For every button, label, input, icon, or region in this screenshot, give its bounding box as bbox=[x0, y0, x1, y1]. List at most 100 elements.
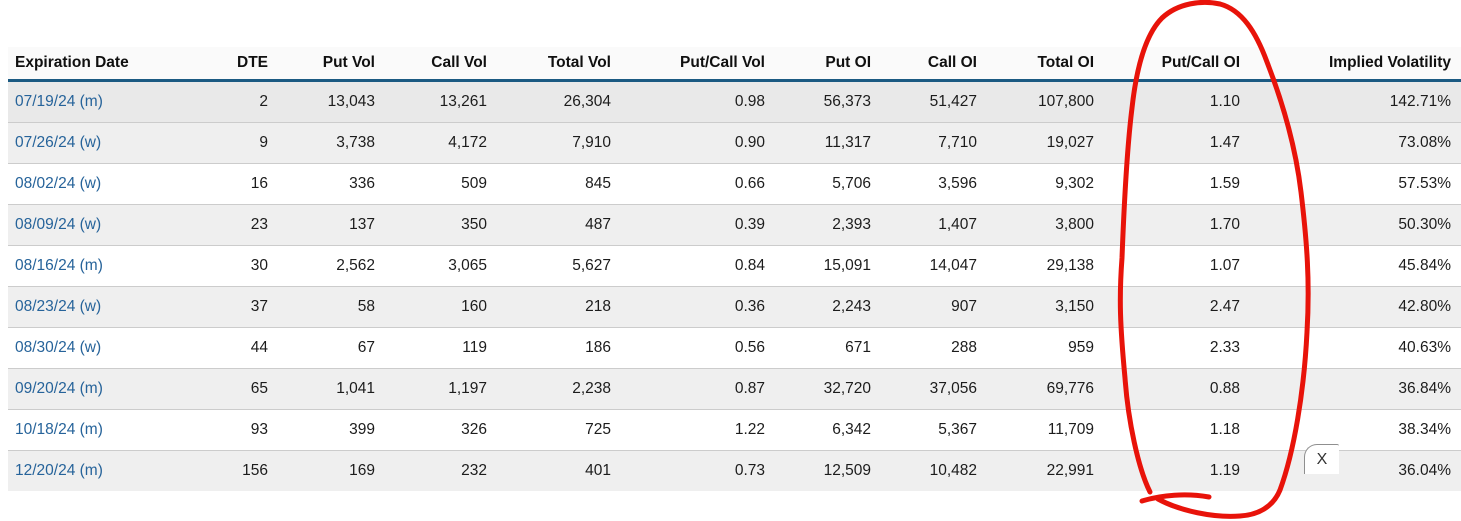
cell-total_oi: 11,709 bbox=[987, 409, 1104, 451]
cell-put_call_oi: 1.59 bbox=[1104, 163, 1250, 205]
column-header-put_call_oi[interactable]: Put/Call OI bbox=[1104, 47, 1250, 82]
cell-put_call_vol: 0.84 bbox=[621, 245, 775, 287]
red-circle-tail bbox=[1139, 492, 1212, 504]
cell-put_vol: 3,738 bbox=[278, 122, 385, 164]
column-header-call_vol[interactable]: Call Vol bbox=[385, 47, 497, 82]
cell-call_oi: 1,407 bbox=[881, 204, 987, 246]
column-header-dte[interactable]: DTE bbox=[178, 47, 278, 82]
cell-total_oi: 9,302 bbox=[987, 163, 1104, 205]
cell-implied_volatility: 36.04% bbox=[1250, 450, 1461, 491]
table-row: 12/20/24 (m) 156 169 232 401 0.73 12,509 10,482… bbox=[8, 450, 1461, 491]
cell-put_call_vol: 0.36 bbox=[621, 286, 775, 328]
cell-put_call_oi: 1.47 bbox=[1104, 122, 1250, 164]
expiration-date-link[interactable]: 08/02/24 (w) bbox=[15, 175, 102, 192]
cell-put_call_oi: 2.33 bbox=[1104, 327, 1250, 369]
cell-put_call_oi: 0.88 bbox=[1104, 368, 1250, 410]
table-body: 07/19/24 (m) 2 13,043 13,261 26,304 0.98 56,37… bbox=[8, 80, 1461, 491]
column-header-expiration[interactable]: Expiration Date bbox=[8, 47, 178, 82]
cell-expiration: 07/19/24 (m) bbox=[8, 81, 178, 123]
cell-call_vol: 232 bbox=[385, 450, 497, 491]
cell-call_vol: 119 bbox=[385, 327, 497, 369]
cell-total_oi: 959 bbox=[987, 327, 1104, 369]
column-header-put_call_vol[interactable]: Put/Call Vol bbox=[621, 47, 775, 82]
cell-expiration: 08/02/24 (w) bbox=[8, 163, 178, 205]
cell-expiration: 07/26/24 (w) bbox=[8, 122, 178, 164]
expiration-date-link[interactable]: 08/30/24 (w) bbox=[15, 339, 102, 356]
table-row: 08/23/24 (w) 37 58 160 218 0.36 2,243 907 3,150 2… bbox=[8, 286, 1461, 328]
cell-dte: 16 bbox=[178, 163, 278, 205]
table-row: 07/19/24 (m) 2 13,043 13,261 26,304 0.98 56,37… bbox=[8, 80, 1461, 123]
cell-put_oi: 15,091 bbox=[775, 245, 881, 287]
expiration-date-link[interactable]: 09/20/24 (m) bbox=[15, 380, 103, 397]
cell-implied_volatility: 50.30% bbox=[1250, 204, 1461, 246]
cell-call_vol: 350 bbox=[385, 204, 497, 246]
cell-put_oi: 2,393 bbox=[775, 204, 881, 246]
cell-call_oi: 7,710 bbox=[881, 122, 987, 164]
cell-put_oi: 5,706 bbox=[775, 163, 881, 205]
column-header-put_oi[interactable]: Put OI bbox=[775, 47, 881, 82]
cell-dte: 23 bbox=[178, 204, 278, 246]
cell-call_oi: 3,596 bbox=[881, 163, 987, 205]
column-header-call_oi[interactable]: Call OI bbox=[881, 47, 987, 82]
table-row: 09/20/24 (m) 65 1,041 1,197 2,238 0.87 32,720 3… bbox=[8, 368, 1461, 410]
cell-put_vol: 336 bbox=[278, 163, 385, 205]
column-header-implied_volatility[interactable]: Implied Volatility bbox=[1250, 47, 1461, 82]
cell-put_oi: 56,373 bbox=[823, 93, 871, 110]
cell-put_call_oi: 2.47 bbox=[1104, 286, 1250, 328]
cell-put_call_oi: 1.10 bbox=[1209, 93, 1240, 110]
cell-implied_volatility: 73.08% bbox=[1250, 122, 1461, 164]
cell-dte: 37 bbox=[178, 286, 278, 328]
cell-dte: 44 bbox=[178, 327, 278, 369]
cell-put_vol: 2,562 bbox=[278, 245, 385, 287]
cell-put_call_vol: 0.87 bbox=[621, 368, 775, 410]
cell-put_vol: 13,043 bbox=[327, 93, 375, 110]
cell-put_call_vol: 0.90 bbox=[621, 122, 775, 164]
cell-total_vol: 725 bbox=[497, 409, 621, 451]
cell-call_vol: 326 bbox=[385, 409, 497, 451]
cell-expiration: 10/18/24 (m) bbox=[8, 409, 178, 451]
cell-total_oi: 19,027 bbox=[987, 122, 1104, 164]
cell-total_oi: 29,138 bbox=[987, 245, 1104, 287]
cell-expiration: 09/20/24 (m) bbox=[8, 368, 178, 410]
cell-expiration: 08/16/24 (m) bbox=[8, 245, 178, 287]
expiration-date-link[interactable]: 07/19/24 (m) bbox=[15, 93, 103, 110]
expiration-date-link[interactable]: 08/16/24 (m) bbox=[15, 257, 103, 274]
cell-put_call_oi: 1.19 bbox=[1104, 450, 1250, 491]
expiration-date-link[interactable]: 08/23/24 (w) bbox=[15, 298, 102, 315]
cell-expiration: 12/20/24 (m) bbox=[8, 450, 178, 491]
cell-implied_volatility: 40.63% bbox=[1250, 327, 1461, 369]
cell-call_vol: 4,172 bbox=[385, 122, 497, 164]
tooltip-close-button[interactable]: X bbox=[1304, 444, 1339, 474]
cell-total_vol: 401 bbox=[497, 450, 621, 491]
table-row: 08/30/24 (w) 44 67 119 186 0.56 671 288 959 2.33 4… bbox=[8, 327, 1461, 369]
cell-total_oi: 22,991 bbox=[987, 450, 1104, 491]
cell-put_vol: 399 bbox=[278, 409, 385, 451]
cell-put_vol: 137 bbox=[278, 204, 385, 246]
column-header-total_vol[interactable]: Total Vol bbox=[497, 47, 621, 82]
expiration-date-link[interactable]: 08/09/24 (w) bbox=[15, 216, 102, 233]
column-header-put_vol[interactable]: Put Vol bbox=[278, 47, 385, 82]
cell-put_call_oi: 1.70 bbox=[1104, 204, 1250, 246]
cell-dte: 9 bbox=[178, 122, 278, 164]
expiration-date-link[interactable]: 10/18/24 (m) bbox=[15, 421, 103, 438]
cell-call_vol: 3,065 bbox=[385, 245, 497, 287]
cell-put_call_vol: 0.98 bbox=[734, 93, 765, 110]
cell-call_oi: 14,047 bbox=[881, 245, 987, 287]
expiration-date-link[interactable]: 07/26/24 (w) bbox=[15, 134, 102, 151]
table-row: 08/02/24 (w) 16 336 509 845 0.66 5,706 3,596 9,3… bbox=[8, 163, 1461, 205]
cell-put_call_vol: 0.66 bbox=[621, 163, 775, 205]
cell-put_vol: 58 bbox=[278, 286, 385, 328]
expiration-date-link[interactable]: 12/20/24 (m) bbox=[15, 462, 103, 479]
table-row: 08/16/24 (m) 30 2,562 3,065 5,627 0.84 15,091 1… bbox=[8, 245, 1461, 287]
cell-call_oi: 37,056 bbox=[881, 368, 987, 410]
cell-total_vol: 7,910 bbox=[497, 122, 621, 164]
cell-call_oi: 10,482 bbox=[881, 450, 987, 491]
cell-call_oi: 288 bbox=[881, 327, 987, 369]
cell-put_oi: 11,317 bbox=[775, 122, 881, 164]
cell-total_oi: 107,800 bbox=[1037, 93, 1094, 110]
options-expirations-table: Expiration Date DTE Put Vol Call Vol Total V… bbox=[8, 47, 1461, 491]
column-header-total_oi[interactable]: Total OI bbox=[987, 47, 1104, 82]
cell-dte: 93 bbox=[178, 409, 278, 451]
cell-dte: 30 bbox=[178, 245, 278, 287]
